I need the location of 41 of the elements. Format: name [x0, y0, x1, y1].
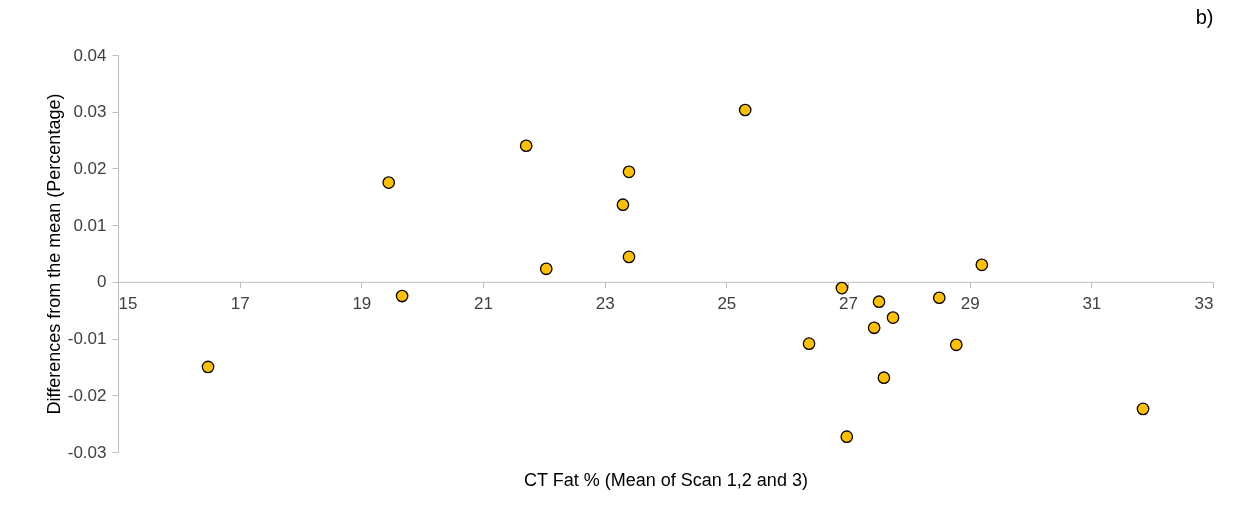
x-tick-label: 25 — [717, 294, 737, 314]
point — [835, 281, 849, 295]
x-tick-label: 33 — [1194, 294, 1214, 314]
point — [201, 360, 215, 374]
point — [395, 289, 409, 303]
chart-title: b) — [1195, 6, 1214, 28]
point — [886, 311, 900, 324]
point — [382, 176, 396, 189]
point — [975, 258, 989, 272]
x-tick-label: 17 — [230, 294, 250, 314]
point — [877, 371, 891, 385]
point — [616, 198, 630, 212]
point — [802, 337, 816, 351]
y-tick-label: -0.03 — [67, 442, 107, 462]
point — [539, 262, 553, 276]
x-axis-title: CT Fat % (Mean of Scan 1,2 and 3) — [524, 470, 808, 491]
point — [622, 165, 636, 179]
point — [840, 430, 854, 444]
point — [1136, 402, 1150, 416]
x-tick-label: 23 — [595, 294, 615, 314]
y-axis-title: Differences from the mean (Percentage) — [43, 93, 64, 415]
x-tick-label: 19 — [352, 294, 372, 314]
y-tick-label: 0.03 — [73, 102, 107, 122]
y-tick-label: 0.01 — [73, 215, 107, 235]
point — [622, 250, 636, 264]
point — [872, 295, 886, 309]
y-tick-label: -0.02 — [67, 385, 107, 405]
point — [932, 291, 946, 305]
point — [949, 338, 963, 352]
x-tick-label: 31 — [1082, 294, 1102, 314]
x-tick-label: 27 — [839, 294, 858, 314]
y-tick-label: 0.04 — [73, 45, 107, 65]
point — [738, 103, 752, 117]
point — [867, 321, 881, 335]
y-tick-label: -0.01 — [67, 329, 107, 349]
x-tick-label: 21 — [474, 294, 493, 314]
y-tick-label: 0 — [97, 272, 107, 292]
x-tick-label: 29 — [960, 294, 980, 314]
x-tick-label: 15 — [118, 294, 138, 314]
point — [519, 139, 533, 153]
y-tick-label: 0.02 — [73, 158, 107, 178]
